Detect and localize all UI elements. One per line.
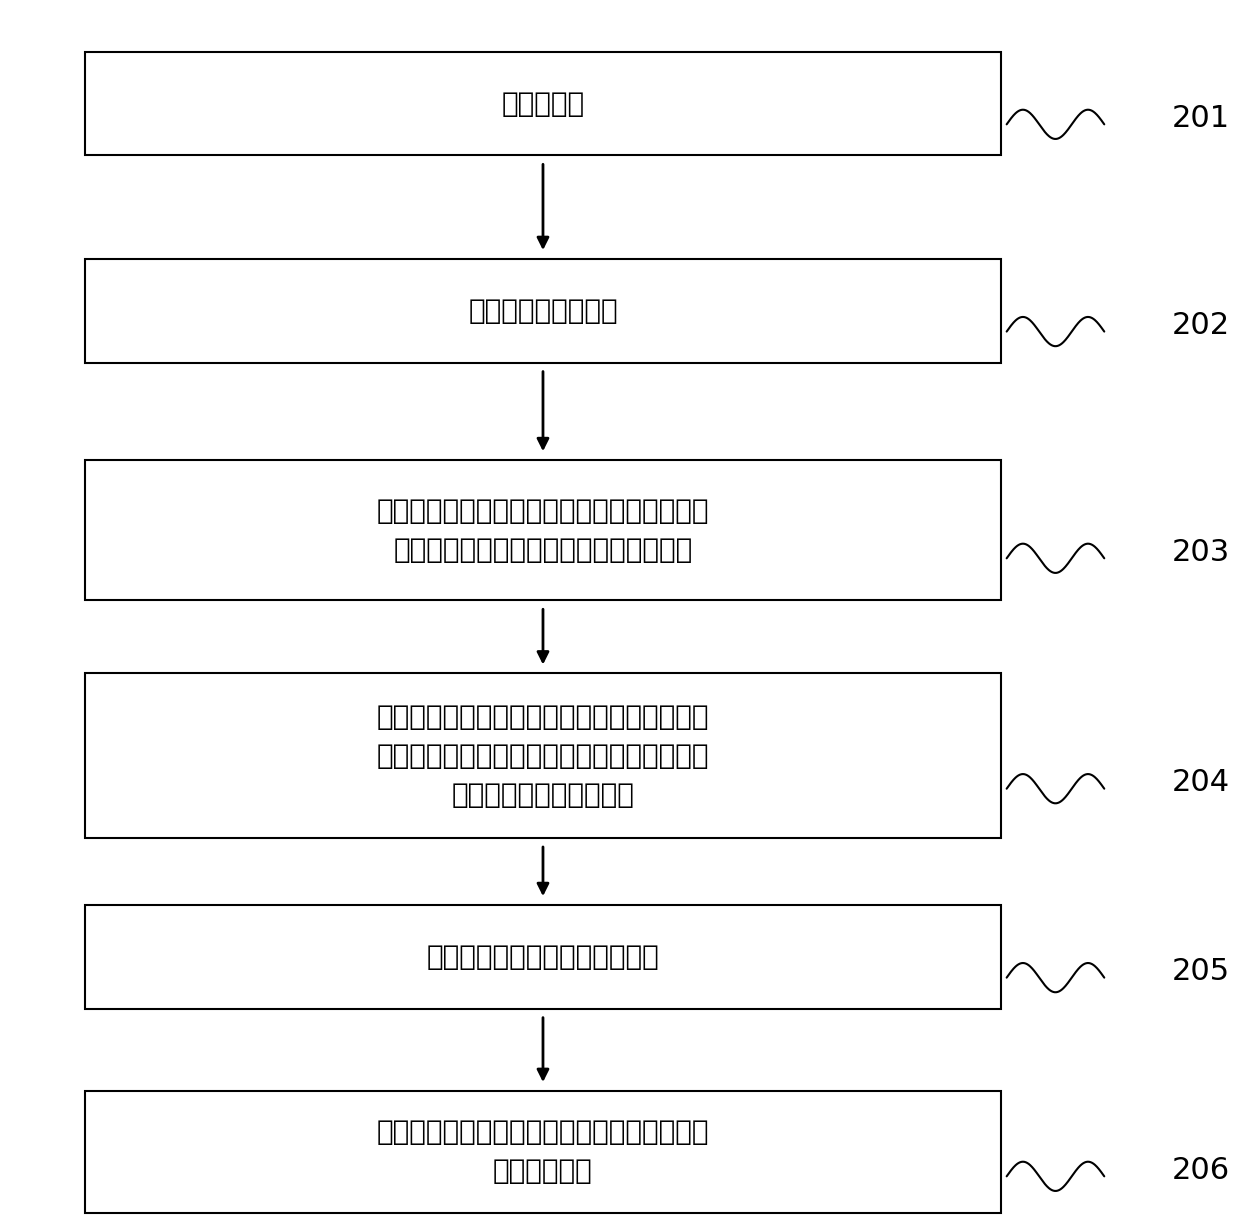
FancyBboxPatch shape — [86, 52, 1001, 156]
Text: 提供一衬底: 提供一衬底 — [501, 90, 584, 117]
Text: 201: 201 — [1172, 104, 1230, 133]
Text: 在衬底上生成沟道层: 在衬底上生成沟道层 — [469, 297, 618, 324]
Text: 206: 206 — [1172, 1156, 1230, 1185]
Text: 205: 205 — [1172, 957, 1230, 986]
Text: 在第一有源区上生成源极结构，该源极结构包
括金属硅化物: 在第一有源区上生成源极结构，该源极结构包 括金属硅化物 — [377, 1119, 709, 1185]
FancyBboxPatch shape — [86, 260, 1001, 363]
FancyBboxPatch shape — [86, 461, 1001, 601]
Text: 202: 202 — [1172, 311, 1230, 340]
FancyBboxPatch shape — [86, 673, 1001, 839]
Text: 在第二有源区域上生成漏极结构: 在第二有源区域上生成漏极结构 — [427, 944, 660, 970]
Text: 通过干法刻蚀工艺去除衬底的第二有源区域上
方的沟道层，第一有源区域和第二有源区域之
间的沟道层形成沟道结构: 通过干法刻蚀工艺去除衬底的第二有源区域上 方的沟道层，第一有源区域和第二有源区域… — [377, 703, 709, 808]
Text: 203: 203 — [1172, 538, 1230, 567]
FancyBboxPatch shape — [86, 904, 1001, 1009]
Text: 204: 204 — [1172, 768, 1230, 797]
FancyBboxPatch shape — [86, 1091, 1001, 1213]
Text: 通过干法刻蚀工艺去除衬底的第一有源区域上
方的沟道层后，通过刻蚀形成台阶形凹槽: 通过干法刻蚀工艺去除衬底的第一有源区域上 方的沟道层后，通过刻蚀形成台阶形凹槽 — [377, 497, 709, 563]
